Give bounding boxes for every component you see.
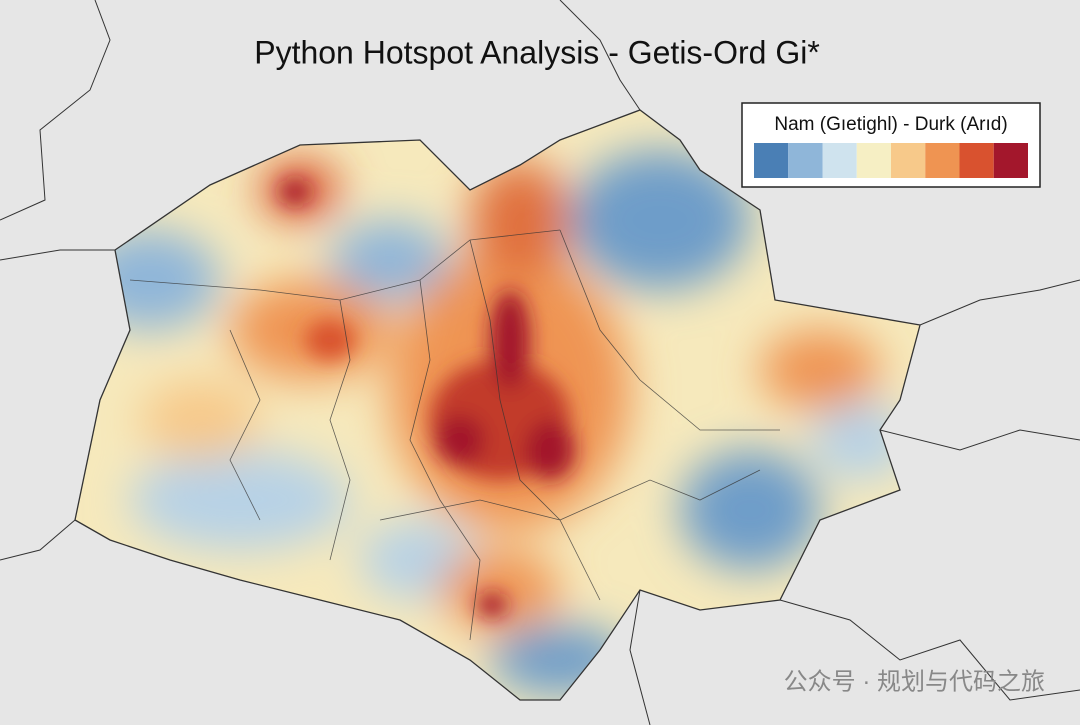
legend-swatches xyxy=(754,143,1028,178)
legend-swatch xyxy=(788,143,823,178)
legend-title: Nam (Gıetighl) - Durk (Arıd) xyxy=(774,114,1007,135)
legend-swatch xyxy=(822,143,857,178)
map-title: Python Hotspot Analysis - Getis-Ord Gi* xyxy=(254,34,820,70)
legend-swatch xyxy=(856,143,891,178)
legend-swatch xyxy=(891,143,926,178)
legend-swatch xyxy=(993,143,1028,178)
legend-swatch xyxy=(959,143,994,178)
legend-swatch xyxy=(925,143,960,178)
legend-swatch xyxy=(754,143,789,178)
watermark: 公众号 · 规划与代码之旅 xyxy=(784,668,1045,695)
region-outline xyxy=(74,109,921,701)
